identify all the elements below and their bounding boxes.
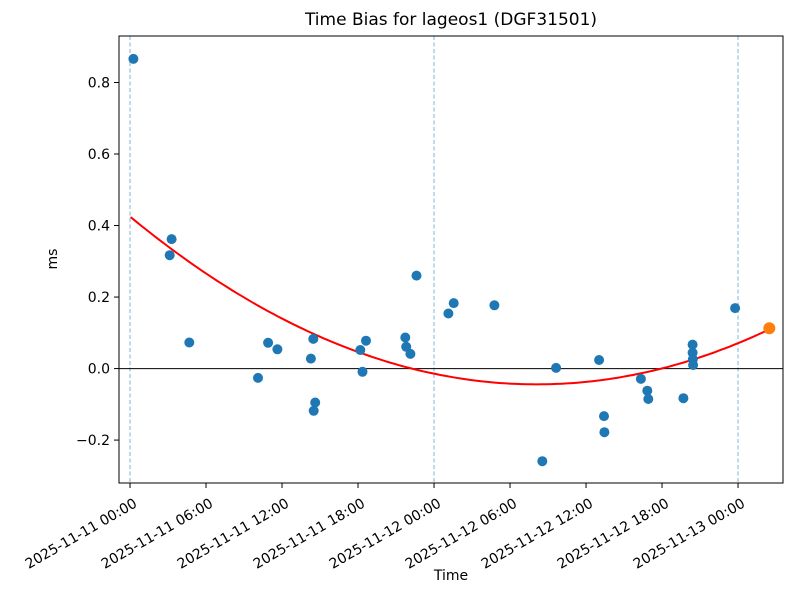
time-bias-measurements-point [355, 345, 366, 355]
time-bias-measurements-point [687, 339, 698, 350]
time-bias-measurements-point [400, 332, 411, 343]
time-bias-measurements-point [443, 308, 454, 319]
latest-measurement-point [763, 322, 776, 335]
time-bias-measurements-point [642, 385, 653, 396]
time-bias-measurements-point [164, 250, 175, 261]
time-bias-measurements-point [166, 234, 177, 245]
time-bias-measurements-point [551, 362, 562, 373]
time-bias-measurements-point [448, 298, 459, 309]
time-bias-measurements-point [405, 348, 416, 359]
time-bias-measurements-point [411, 270, 422, 281]
time-bias-measurements-point [357, 366, 368, 377]
day-boundary-lines [129, 36, 739, 483]
axes-layer [118, 35, 784, 484]
time-bias-measurements-point [635, 373, 646, 384]
time-bias-measurements-point [272, 344, 283, 355]
y-axis-label: ms [45, 249, 61, 270]
time-bias-measurements-point [730, 303, 741, 314]
y-tick-label: 0.6 [88, 147, 110, 163]
y-tick-label: 0.4 [88, 219, 110, 235]
scatter-points-layer [128, 53, 776, 467]
time-bias-measurements-point [310, 397, 321, 408]
time-bias-measurements-point [128, 53, 139, 64]
time-bias-measurements-point [308, 333, 319, 344]
y-tick-label: 0.2 [88, 290, 110, 306]
time-bias-measurements-point [263, 337, 274, 348]
time-bias-measurements-point [643, 394, 654, 404]
time-bias-measurements-point [599, 427, 610, 438]
fit-curve [130, 216, 766, 386]
x-axis-label: Time [433, 568, 468, 584]
time-bias-measurements-point [489, 300, 500, 311]
time-bias-measurements-point [688, 360, 699, 370]
y-tick-label: −0.2 [76, 433, 110, 449]
time-bias-measurements-point [253, 372, 263, 383]
time-bias-measurements-point [678, 393, 689, 404]
time-bias-measurements-point [599, 411, 609, 422]
plot-border [118, 35, 784, 484]
time-bias-measurements-point [308, 405, 319, 416]
fit-curve-layer [130, 216, 766, 386]
time-bias-measurements-point [537, 456, 548, 467]
y-tick-label: 0.0 [88, 362, 110, 378]
time-bias-measurements-point [305, 353, 316, 364]
time-bias-measurements-point [594, 355, 605, 365]
chart-title: Time Bias for lageos1 (DGF31501) [304, 10, 597, 30]
time-bias-measurements-point [184, 337, 195, 348]
y-tick-label: 0.8 [88, 75, 110, 91]
time-bias-measurements-point [361, 335, 371, 346]
